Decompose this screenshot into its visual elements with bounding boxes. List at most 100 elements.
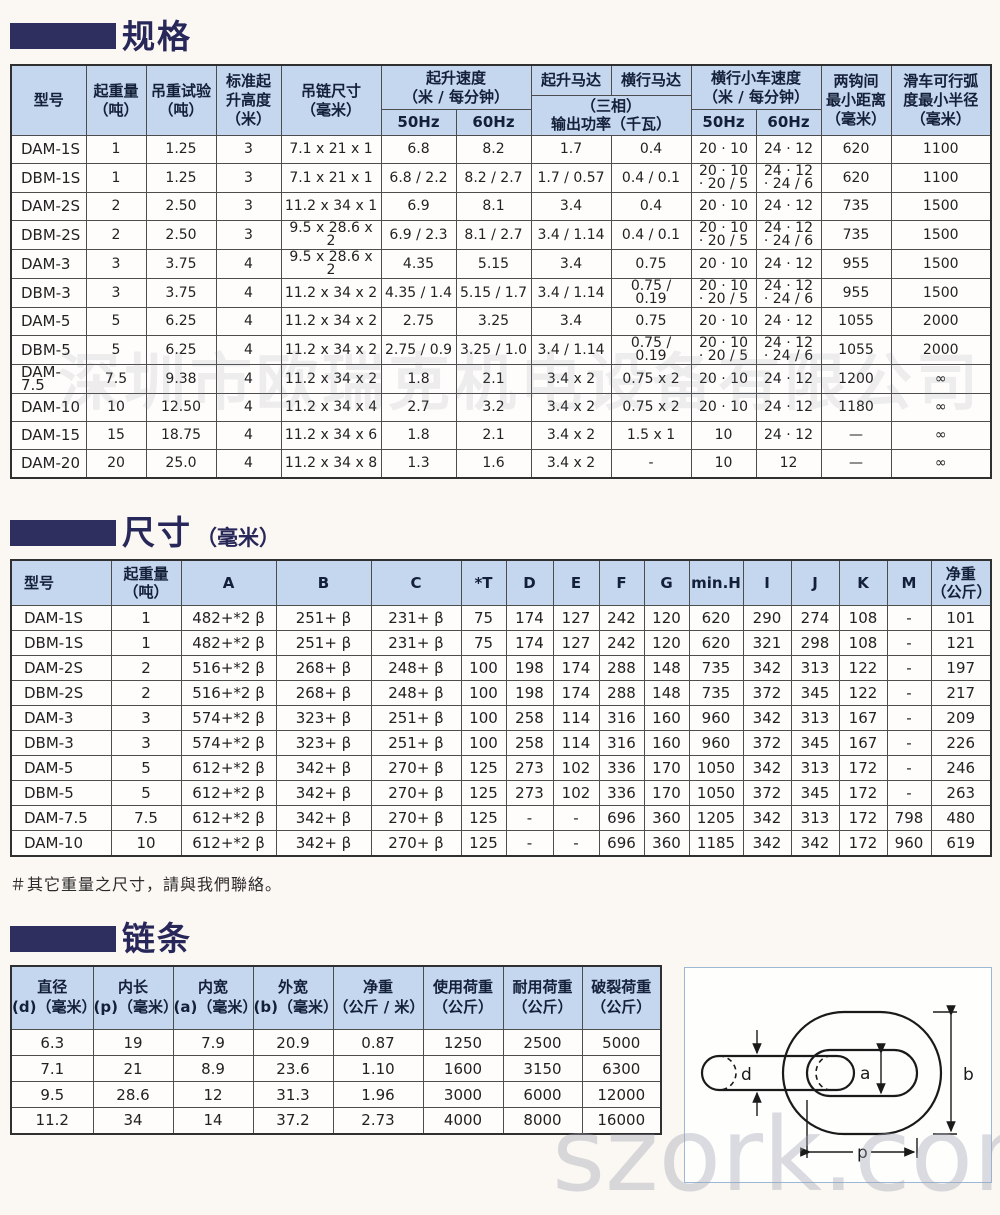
data-cell: 372 [742, 780, 792, 806]
data-cell: 8.2 [455, 135, 532, 164]
data-cell: 268+ β [275, 655, 372, 681]
data-cell: 12000 [581, 1081, 662, 1108]
data-cell: 24 · 12 [755, 192, 822, 221]
data-cell: 20 · 10 [690, 192, 757, 221]
dim-label-a: a [860, 1064, 870, 1084]
section-marker-bar [10, 519, 116, 546]
table-row: DAM-10 10 12.50 4 11.2 x 34 x 4 2.7 3.2 3.4 x 2… [10, 393, 992, 422]
data-cell: 4 [215, 307, 282, 336]
col-header-A: A [180, 559, 277, 606]
data-cell: 5000 [581, 1029, 662, 1056]
data-cell: 12.50 [145, 393, 217, 422]
data-cell: 2 [85, 192, 147, 221]
data-cell: 125 [460, 755, 507, 781]
data-cell: 100 [460, 680, 507, 706]
model-cell: DAM-7.5 [10, 805, 112, 831]
data-cell: - [886, 655, 932, 681]
col-header-diameter: 直径 (d)（毫米） [10, 965, 94, 1030]
data-cell: 12 [172, 1081, 254, 1108]
data-cell: 6.9 / 2.3 [380, 220, 457, 250]
data-cell: 2.1 [455, 421, 532, 450]
data-cell: 8.1 / 2.7 [455, 220, 532, 250]
data-cell: 24 · 12 [755, 364, 822, 394]
data-cell: 1.8 [380, 421, 457, 450]
data-cell: 288 [598, 655, 645, 681]
data-cell: 342 [742, 755, 792, 781]
data-cell: 0.75 x 2 [610, 364, 692, 394]
model-cell: DBM-5 [10, 780, 112, 806]
table-row: DBM-2S 2 2.50 3 9.5 x 28.6 x 2 6.9 / 2.3 8.1 /… [10, 220, 992, 250]
data-cell: 209 [930, 705, 992, 731]
data-cell: 120 [643, 605, 690, 631]
col-header-50hz-lift: 50Hz [380, 109, 457, 136]
data-cell: 122 [838, 655, 888, 681]
data-cell: 12 [755, 449, 822, 478]
data-cell: 270+ β [370, 830, 462, 856]
tube-left-cap [700, 1054, 720, 1091]
page: 规格 型号 起重量 （吨） 吊重试验 （吨） 标准起 升高度 （米） 吊链尺寸 … [10, 20, 992, 1183]
data-cell: 2.50 [145, 192, 217, 221]
data-cell: - [552, 830, 600, 856]
table-row: DAM-5 5 6.25 4 11.2 x 34 x 2 2.75 3.25 3.4 0.75 2… [10, 307, 992, 336]
table-row: DAM-2S 2 2.50 3 11.2 x 34 x 1 6.9 8.1 3.4 0.4 20 … [10, 192, 992, 221]
data-cell: 1050 [688, 755, 744, 781]
data-cell: 198 [505, 655, 554, 681]
data-cell: 620 [688, 630, 744, 656]
data-cell: 1500 [890, 192, 992, 221]
data-cell: 0.75 [610, 307, 692, 336]
data-cell: 20 · 10 [690, 393, 757, 422]
col-header-50hz-trolley: 50Hz [690, 109, 757, 136]
data-cell: 251+ β [370, 730, 462, 756]
data-cell: 270+ β [370, 755, 462, 781]
data-cell: 4 [215, 278, 282, 308]
col-header-traverse-motor: 横行马达 [610, 64, 692, 96]
data-cell: 120 [643, 630, 690, 656]
data-cell: - [552, 805, 600, 831]
data-cell: - [610, 449, 692, 478]
data-cell: 251+ β [370, 705, 462, 731]
data-cell: - [886, 755, 932, 781]
data-cell: 620 [688, 605, 744, 631]
data-cell: 258 [505, 705, 554, 731]
data-cell: 0.87 [332, 1029, 424, 1056]
data-cell: 3150 [502, 1055, 583, 1082]
data-cell: 7.5 [85, 364, 147, 394]
model-cell: DBM-3 [10, 278, 87, 308]
data-cell: 18.75 [145, 421, 217, 450]
data-cell: 482+*2 β [180, 605, 277, 631]
data-cell: 0.75 x 2 [610, 393, 692, 422]
data-cell: 273 [505, 755, 554, 781]
data-cell: 23.6 [252, 1055, 334, 1082]
data-cell: 3.4 x 2 [530, 449, 612, 478]
data-cell: 24 · 12 · 24 / 6 [755, 220, 822, 250]
data-cell: 342+ β [275, 780, 372, 806]
data-cell: 4 [215, 421, 282, 450]
data-cell: - [886, 780, 932, 806]
data-cell: 5 [110, 780, 182, 806]
data-cell: 24 · 12 · 24 / 6 [755, 278, 822, 308]
data-cell: 28.6 [92, 1081, 174, 1108]
data-cell: 1 [85, 163, 147, 193]
data-cell: 263 [930, 780, 992, 806]
data-cell: 6.9 [380, 192, 457, 221]
data-cell: 9.5 x 28.6 x 2 [280, 220, 382, 250]
model-cell: DBM-1S [10, 630, 112, 656]
col-header-J: J [790, 559, 840, 606]
data-cell: 4 [215, 449, 282, 478]
data-cell: 20 · 10 [690, 249, 757, 279]
col-header-breaking-load: 破裂荷重 （公斤） [581, 965, 662, 1030]
col-header-C: C [370, 559, 462, 606]
data-cell: - [886, 605, 932, 631]
model-cell: DAM-7.5 [10, 364, 87, 394]
data-cell: 2.75 / 0.9 [380, 335, 457, 365]
data-cell: 246 [930, 755, 992, 781]
data-cell: 11.2 x 34 x 2 [280, 307, 382, 336]
data-cell: 2.50 [145, 220, 217, 250]
table-row: DAM-5 5 612+*2 β 342+ β 270+ β 125 273 102 336 17… [10, 755, 992, 781]
data-cell: 11.2 x 34 x 8 [280, 449, 382, 478]
data-cell: 7.1 x 21 x 1 [280, 135, 382, 164]
col-header-arc-radius: 滑车可行弧 度最小半径 （毫米） [890, 64, 992, 136]
data-cell: 108 [838, 630, 888, 656]
data-cell: 9.5 x 28.6 x 2 [280, 249, 382, 279]
tube-left-cap-hidden [718, 1054, 737, 1091]
